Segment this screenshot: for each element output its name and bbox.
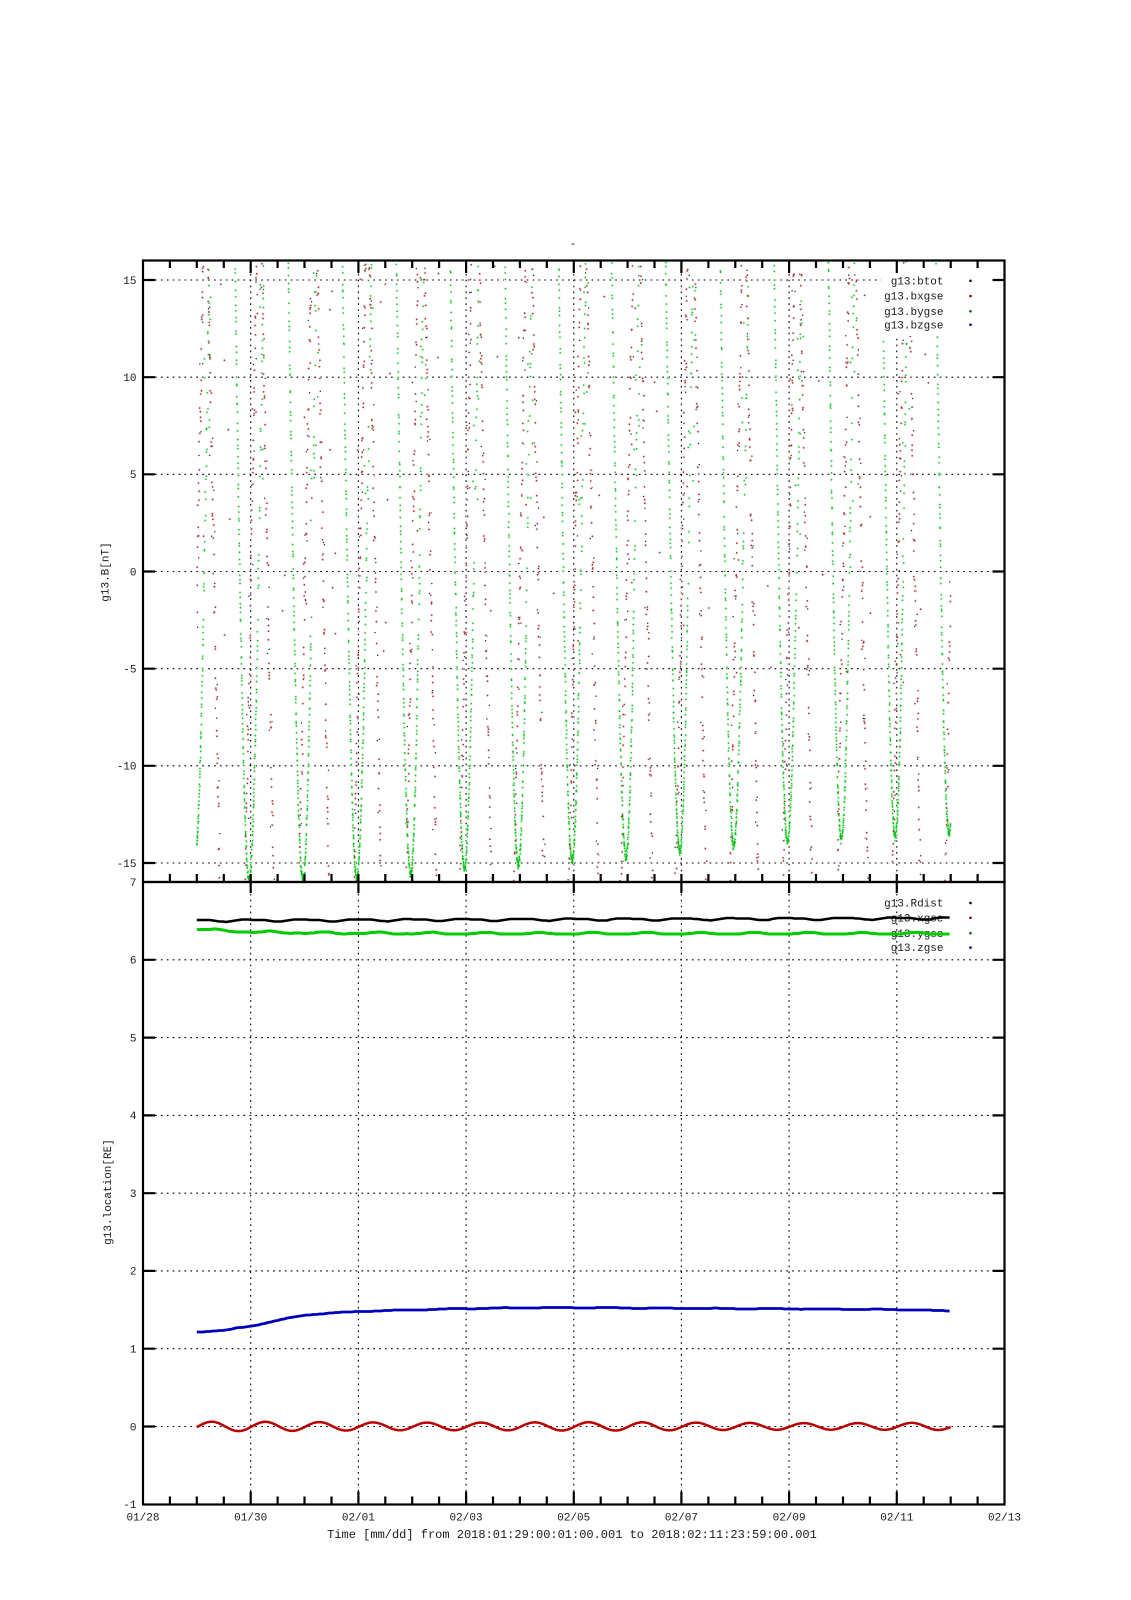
svg-text:1: 1 <box>130 1345 137 1357</box>
svg-text:02/09: 02/09 <box>773 1513 806 1525</box>
svg-text:7: 7 <box>130 878 137 890</box>
svg-text:-: - <box>570 239 577 251</box>
svg-text:-5: -5 <box>123 664 136 676</box>
svg-text:02/13: 02/13 <box>988 1513 1021 1525</box>
svg-text:02/07: 02/07 <box>665 1513 698 1525</box>
svg-text:g13.B[nT]: g13.B[nT] <box>101 542 113 601</box>
svg-text:g13.zgse: g13.zgse <box>891 943 944 955</box>
svg-text:5: 5 <box>130 470 137 482</box>
svg-text:4: 4 <box>130 1111 137 1123</box>
svg-text:-10: -10 <box>117 762 137 774</box>
svg-text:g13.bxgse: g13.bxgse <box>884 292 943 304</box>
svg-text:g13.ygse: g13.ygse <box>891 929 944 941</box>
svg-text:g13.location[RE]: g13.location[RE] <box>103 1139 115 1245</box>
svg-text:01/30: 01/30 <box>234 1513 267 1525</box>
svg-text:g13.Rdist: g13.Rdist <box>884 899 943 911</box>
svg-text:6: 6 <box>130 956 137 968</box>
svg-text:g13.bzgse: g13.bzgse <box>884 320 943 332</box>
svg-text:2: 2 <box>130 1267 137 1279</box>
svg-text:0: 0 <box>130 567 137 579</box>
svg-text:5: 5 <box>130 1033 137 1045</box>
svg-text:g13:btot: g13:btot <box>891 276 944 288</box>
svg-text:10: 10 <box>123 373 136 385</box>
svg-text:01/28: 01/28 <box>126 1513 159 1525</box>
svg-text:02/03: 02/03 <box>450 1513 483 1525</box>
svg-text:g13.bygse: g13.bygse <box>884 307 943 319</box>
svg-text:02/11: 02/11 <box>880 1513 913 1525</box>
svg-text:02/01: 02/01 <box>342 1513 375 1525</box>
svg-text:Time [mm/dd] from 2018:01:29:: Time [mm/dd] from 2018:01:29:00:01:00.00… <box>327 1528 817 1542</box>
svg-text:3: 3 <box>130 1189 137 1201</box>
svg-text:0: 0 <box>130 1422 137 1434</box>
svg-text:02/05: 02/05 <box>557 1513 590 1525</box>
svg-text:15: 15 <box>123 276 136 288</box>
svg-text:-15: -15 <box>117 859 137 871</box>
svg-text:-1: -1 <box>123 1500 137 1512</box>
